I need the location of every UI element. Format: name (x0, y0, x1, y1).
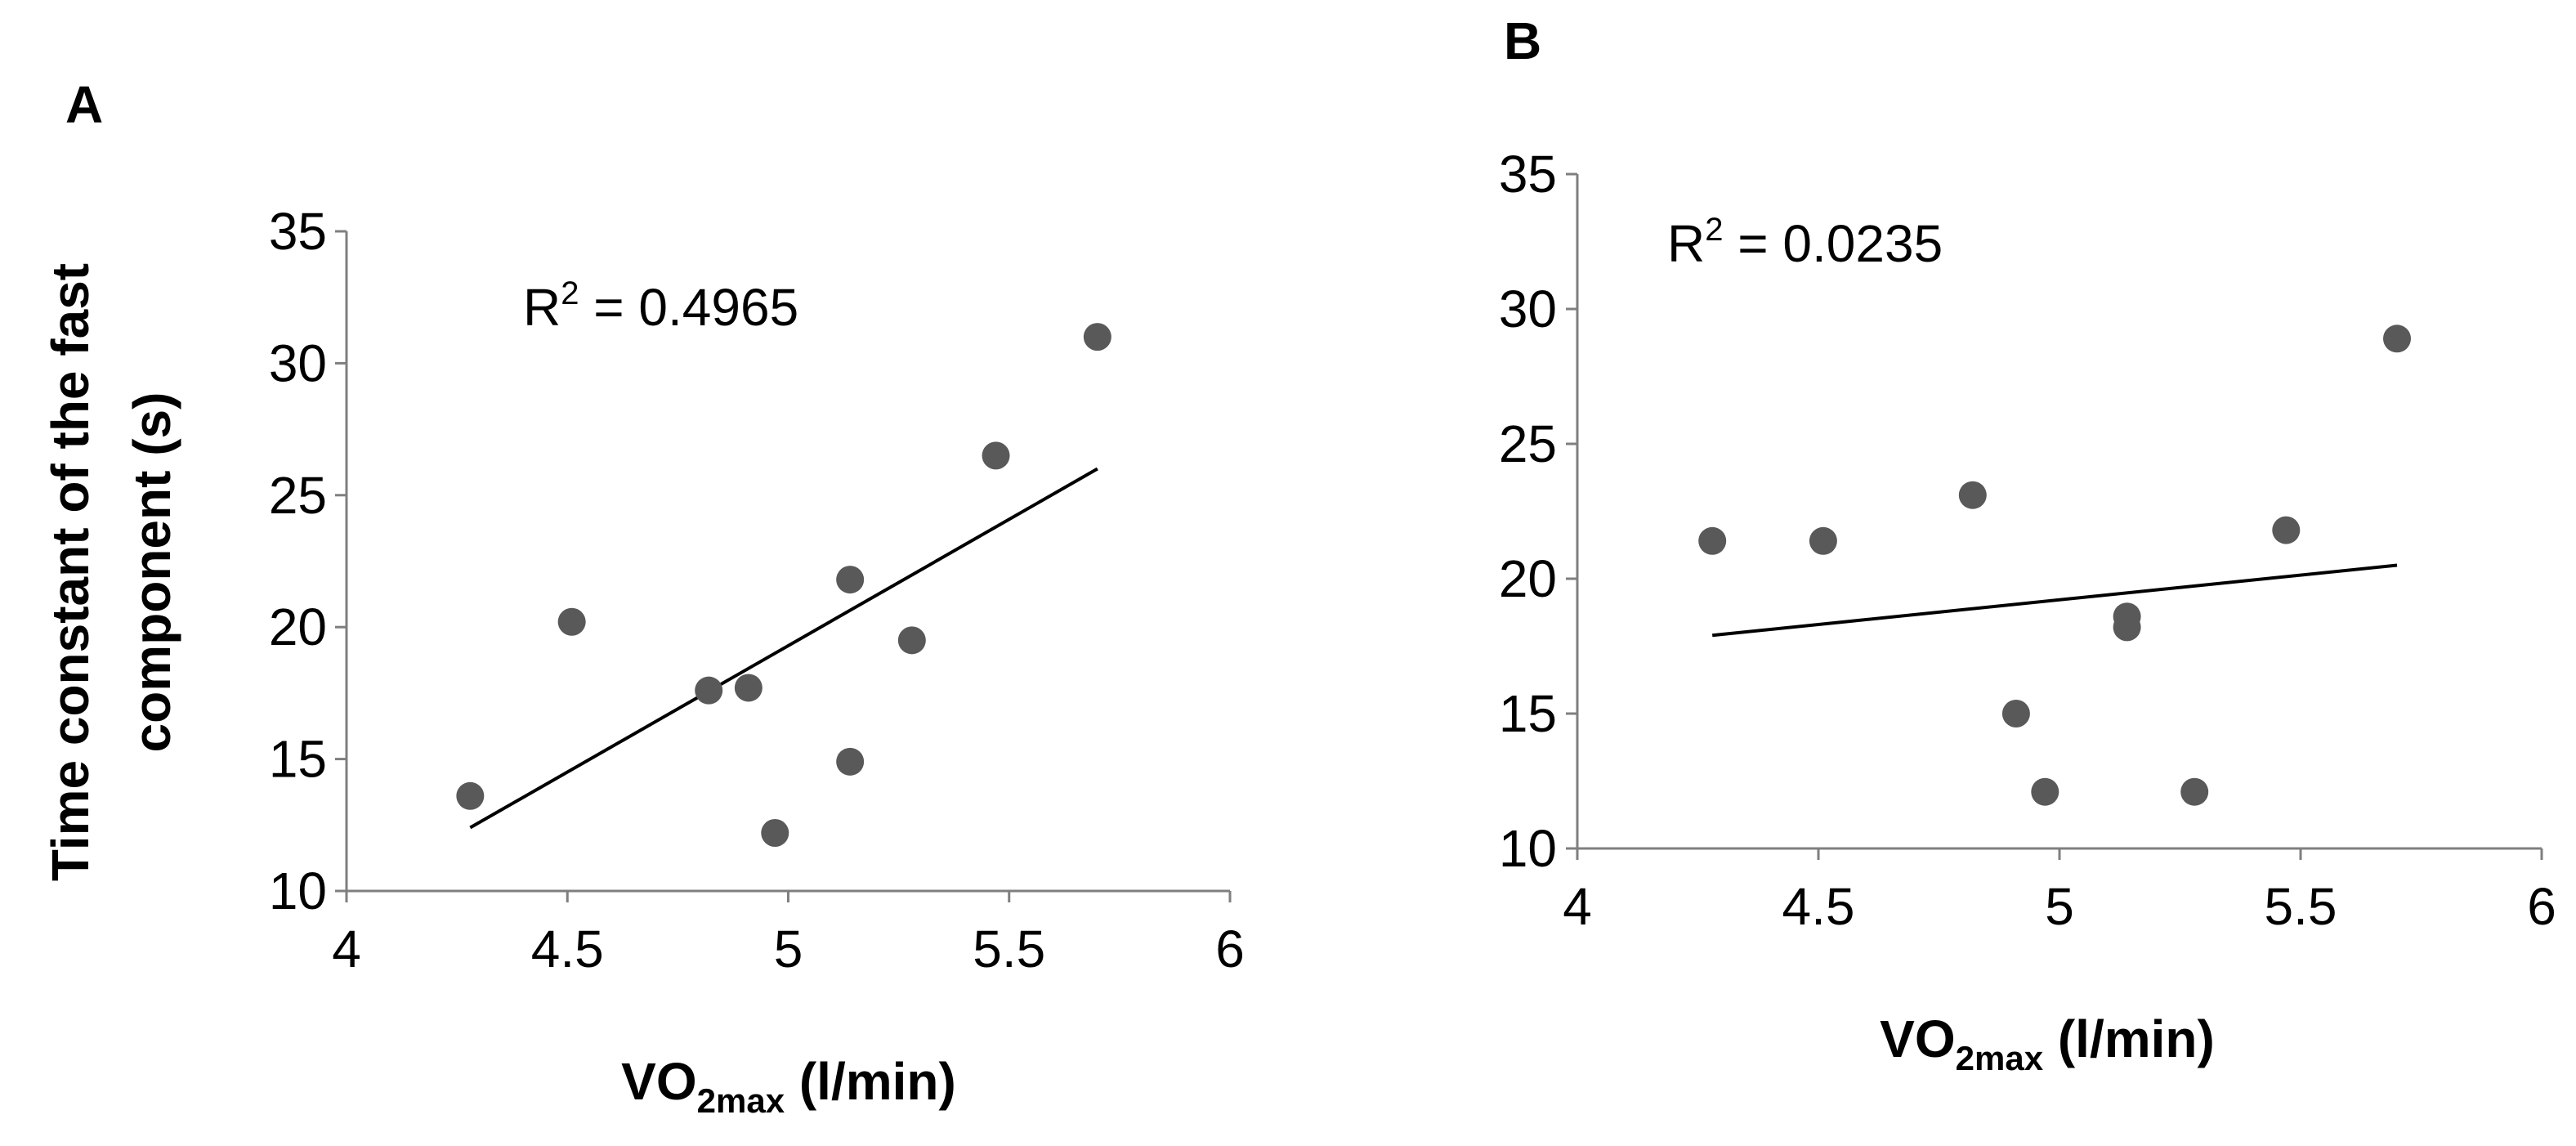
panel-a-chart: A Time constant of the fast component (s… (41, 75, 1245, 1120)
panel-b-x-tick-label: 5.5 (2265, 877, 2337, 936)
panel-a-x-axis-title: VO2max (l/min) (621, 1052, 956, 1120)
panel-b-data-point (2031, 777, 2059, 806)
panel-a-data-point (456, 781, 485, 810)
panel-a-data-point (734, 674, 763, 702)
panel-b-y-tick-label: 15 (1499, 684, 1557, 743)
panel-a-y-tick-label: 15 (269, 730, 327, 789)
panel-a-x-tick-label: 5.5 (973, 920, 1045, 978)
panel-b-x-tick-label: 4 (1563, 877, 1592, 936)
panel-b-data-point (1698, 526, 1727, 555)
panel-b-y-tick-label: 35 (1499, 145, 1557, 204)
panel-a-x-tick-label: 6 (1215, 920, 1245, 978)
panel-a-data-point (695, 676, 723, 705)
panel-b-y-tick-label: 10 (1499, 819, 1557, 878)
panel-a-data-point (897, 626, 926, 655)
panel-b-data-point (2272, 516, 2301, 544)
panel-b-data-point (2180, 777, 2209, 806)
panel-b-data-point (1809, 526, 1837, 555)
panel-a-y-tick-label: 20 (269, 598, 327, 656)
panel-b-ticks: 10 15 20 25 30 35 4 4.5 5 5.5 6 (1499, 145, 2556, 936)
panel-b-y-tick-label: 25 (1499, 414, 1557, 473)
panel-a-data-point (557, 607, 586, 636)
panel-b-r2-label: R2 = 0.0235 (1667, 212, 1943, 273)
panel-a-x-tick-label: 4.5 (531, 920, 604, 978)
panel-b-x-tick-label: 5 (2045, 877, 2074, 936)
panel-b-points (1698, 325, 2411, 806)
panel-b-chart: B 10 15 20 25 30 35 4 4.5 5 5.5 6 R2 = 0.0235 VO2m… (1499, 11, 2556, 1077)
panel-a-label: A (65, 75, 103, 134)
panel-b-x-tick-label: 4.5 (1782, 877, 1855, 936)
panel-a-y-title-line2: component (s) (123, 392, 181, 753)
panel-a-y-axis-title: Time constant of the fast component (s) (41, 263, 181, 881)
panel-a-data-point (836, 566, 865, 594)
panel-a-x-tick-label: 5 (774, 920, 803, 978)
panel-a-y-tick-label: 35 (269, 202, 327, 261)
panel-a-data-point (982, 441, 1010, 470)
panel-a-y-tick-label: 25 (269, 466, 327, 525)
panel-a-trendline (469, 467, 1098, 830)
panel-a-r2-label: R2 = 0.4965 (523, 275, 798, 337)
panel-a-ticks: 10 15 20 25 30 35 4 4.5 5 5.5 6 (269, 202, 1245, 978)
panel-a-y-tick-label: 30 (269, 334, 327, 392)
panel-b-y-tick-label: 30 (1499, 280, 1557, 338)
panel-a-y-tick-label: 10 (269, 862, 327, 920)
panel-a-data-point (836, 747, 865, 776)
panel-a-y-title-line1: Time constant of the fast (41, 263, 100, 881)
panel-b-data-point (1958, 481, 1987, 509)
panel-a-data-point (1083, 323, 1111, 351)
panel-a-points (456, 323, 1111, 847)
panel-b-trendline (1711, 563, 2398, 638)
panel-b-y-tick-label: 20 (1499, 549, 1557, 608)
panel-b-data-point (2001, 700, 2030, 727)
panel-b-x-tick-label: 6 (2527, 877, 2556, 936)
panel-b-data-point (2383, 325, 2411, 353)
panel-a-data-point (761, 818, 789, 847)
panel-a-x-tick-label: 4 (332, 920, 361, 978)
panel-b-data-point (2113, 613, 2141, 642)
panel-b-x-axis-title: VO2max (l/min) (1880, 1009, 2215, 1077)
panel-b-label: B (1504, 11, 1541, 70)
